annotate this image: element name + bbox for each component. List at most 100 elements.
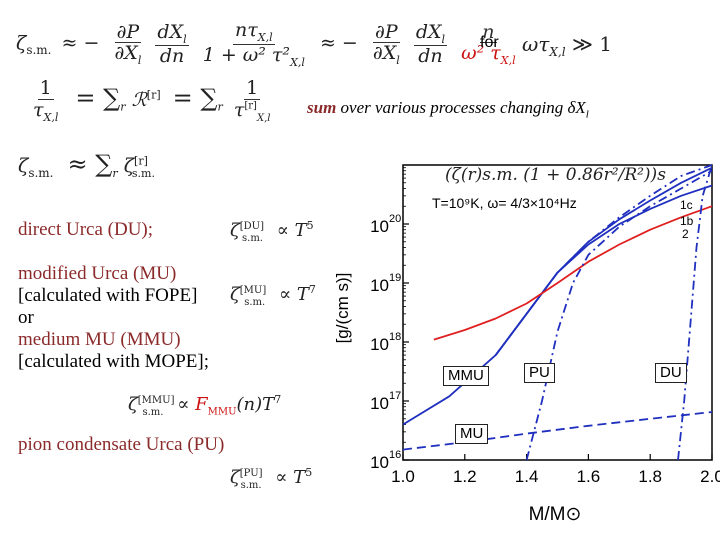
- box-label-mmu: MMU: [443, 366, 489, 386]
- process-pu: pion condensate Urca (PU): [18, 434, 225, 455]
- fraction-partial-tau: 1 τ[r]X,l: [232, 78, 273, 124]
- cond-text: ωτ: [522, 32, 550, 56]
- num-text: dX: [415, 20, 442, 43]
- den-sub: X,l: [500, 54, 516, 68]
- tau-formula-line: 1 τX,l = ∑r ℛ[r] = ∑r 1 τ[r]X,l: [28, 78, 275, 124]
- chart-title: (ζ(r)s.m. (1 + 0.86r²/R²))s: [445, 165, 666, 185]
- process-mu-note: [calculated with FOPE]: [18, 285, 198, 306]
- process-mu: modified Urca (MU): [18, 263, 177, 284]
- fraction-numerator: nτX,l: [233, 20, 275, 45]
- fraction-numerator: ∂P: [114, 20, 142, 44]
- den-text: τ: [33, 98, 44, 121]
- fraction-denominator: 1 + ω² τ²X,l: [201, 43, 307, 69]
- fraction-inverse-tau: 1 τX,l: [31, 78, 60, 124]
- den-sub: l: [137, 54, 142, 68]
- zeta-formula-line: ζs.m. ≈ − ∂P ∂Xl dXl dn nτX,l 1 + ω² τ²X…: [16, 20, 521, 69]
- fraction-denominator: dn: [159, 45, 185, 68]
- y-tick-exponent: 17: [389, 390, 401, 402]
- sum-sign: ≈ ∑: [67, 150, 113, 178]
- den-sub: l: [396, 54, 400, 68]
- x-axis-label: M/M⊙: [529, 504, 582, 525]
- den-text: ∂X: [372, 42, 397, 65]
- den-sub: X,l: [256, 112, 271, 124]
- sum-note-sub: l: [585, 108, 589, 121]
- du-scaling: ζ[DU]s.m. ∝ T5: [230, 219, 314, 244]
- sum-index: r: [120, 100, 126, 114]
- sum-sign-1: = ∑: [75, 83, 121, 112]
- sum-note: sum over various processes changing δXl: [307, 98, 589, 120]
- scaling-sup: [MMU]: [137, 395, 175, 406]
- fraction-dP-dX: ∂P ∂Xl: [112, 20, 143, 68]
- zeta-symbol: ζ: [230, 467, 240, 488]
- mu-scaling: ζ[MU]s.m. ∝ T7: [230, 283, 316, 308]
- sum-index: r: [112, 166, 118, 180]
- y-tick-label: 10: [370, 217, 389, 236]
- y-tick-label: 10: [370, 453, 389, 472]
- fraction-numerator: ∂P: [373, 20, 400, 44]
- y-tick-label: 10: [370, 335, 389, 354]
- sum-index-2: r: [217, 100, 223, 114]
- y-axis-label: [g/(cm s)]: [333, 273, 352, 344]
- fraction-dX-dn: dXl dn: [155, 21, 189, 68]
- cond-relation: ≫ 1: [571, 32, 612, 56]
- fraction-numerator: 1: [37, 77, 54, 100]
- den-text: ω² τ: [461, 42, 501, 65]
- den-sub: X,l: [290, 55, 305, 69]
- scaling-sup: [PU]: [239, 468, 263, 479]
- zeta-term-sup: [r]: [134, 154, 148, 168]
- zeta-sum-line: ζs.m. ≈ ∑r ζ[r]s.m.: [18, 150, 155, 180]
- y-tick-exponent: 18: [389, 331, 401, 343]
- mmu-arg: (n)T: [236, 394, 275, 415]
- den-text: τ: [233, 98, 245, 121]
- plot-frame: [402, 164, 713, 461]
- series-line-1c: [494, 164, 713, 356]
- num-sub: l: [183, 32, 187, 46]
- x-tick-label: 1.4: [515, 467, 539, 486]
- num-sub: X,l: [257, 30, 273, 44]
- fraction-denominator: ∂Xl: [112, 43, 143, 67]
- proportional: ∝ T: [275, 467, 306, 488]
- mmu-factor: F: [195, 394, 208, 415]
- conditions-text: T=10⁹K, ω= 4/3×10⁴Hz: [432, 195, 577, 211]
- box-label-pu: PU: [524, 363, 555, 383]
- den-sup: [r]: [244, 100, 257, 112]
- zeta-symbol: ζ: [230, 284, 240, 305]
- box-label-du: DU: [655, 363, 687, 383]
- series-line-2: [433, 205, 713, 341]
- scaling-sub: s.m.: [242, 232, 263, 244]
- power: 5: [306, 219, 314, 232]
- series-line-mu: [402, 411, 713, 451]
- fraction-denominator: τX,l: [31, 98, 60, 124]
- den-sub: X,l: [43, 110, 59, 124]
- x-tick-label: 1.6: [577, 467, 601, 486]
- box-label-mu: MU: [455, 424, 489, 444]
- power: 7: [274, 393, 282, 406]
- proportional: ∝: [177, 394, 190, 415]
- den-text: ∂X: [114, 42, 138, 65]
- fraction-dP-dX-2: ∂P ∂Xl: [371, 20, 402, 68]
- approx-sign-1: ≈ −: [61, 32, 100, 55]
- zeta-symbol: ζ: [18, 155, 29, 177]
- zeta-symbol: ζ: [16, 32, 27, 55]
- den-text: 1 + ω² τ²: [202, 43, 291, 66]
- x-tick-label: 1.8: [638, 467, 662, 486]
- x-tick-label: 2.0: [700, 467, 720, 486]
- sum-note-bold: sum: [307, 98, 337, 117]
- rate-sup: [r]: [146, 88, 161, 102]
- power: 5: [305, 466, 313, 479]
- num-sub: l: [441, 32, 446, 46]
- scaling-sup: [MU]: [239, 285, 267, 296]
- proportional: ∝ T: [278, 284, 309, 305]
- curve-label-2: 2: [682, 227, 689, 241]
- y-tick-exponent: 20: [389, 213, 401, 225]
- zeta-term: ζ: [123, 155, 135, 177]
- y-tick-label: 10: [370, 394, 389, 413]
- mmu-scaling: ζ[MMU]s.m. ∝ FMMU(n)T7: [128, 393, 281, 418]
- zeta-symbol: ζ: [230, 220, 240, 241]
- series-line-1b: [494, 184, 713, 356]
- x-tick-label: 1.0: [391, 467, 415, 486]
- scaling-sub: s.m.: [244, 296, 266, 308]
- fraction-dX-dn-2: dXl dn: [413, 20, 448, 68]
- fraction-denominator: ∂Xl: [371, 43, 402, 67]
- series-line-du: [677, 164, 713, 461]
